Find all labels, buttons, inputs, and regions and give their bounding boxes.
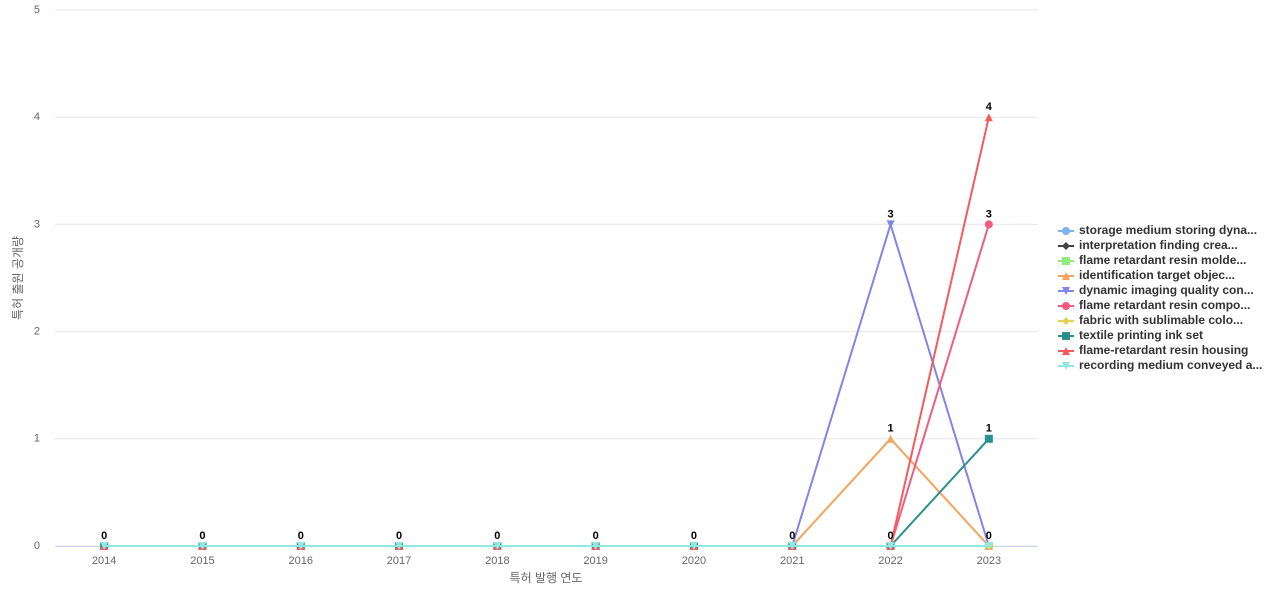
- data-label: 4: [986, 101, 993, 113]
- marker: [591, 542, 600, 550]
- x-tick-label: 2019: [583, 555, 607, 567]
- legend-label: textile printing ink set: [1079, 328, 1203, 342]
- data-label: 0: [887, 530, 893, 542]
- marker: [788, 542, 797, 550]
- y-tick-label: 1: [34, 433, 40, 445]
- legend-label: storage medium storing dyna...: [1079, 223, 1257, 237]
- marker: [1062, 302, 1070, 310]
- y-tick-label: 3: [34, 218, 40, 230]
- data-label: 0: [101, 530, 107, 542]
- x-axis-label: 특허 발행 연도: [510, 570, 583, 585]
- marker: [984, 542, 993, 550]
- y-tick-label: 4: [34, 111, 40, 123]
- marker: [984, 113, 993, 122]
- x-tick-label: 2016: [289, 555, 313, 567]
- marker: [1062, 242, 1070, 250]
- marker: [1062, 287, 1070, 295]
- marker: [1062, 362, 1070, 370]
- marker: [493, 542, 502, 550]
- legend-label: identification target objec...: [1079, 268, 1235, 282]
- marker: [395, 542, 404, 550]
- y-axis-label: 특허 출원 공개량: [11, 236, 25, 320]
- x-tick-label: 2018: [485, 555, 509, 567]
- x-tick-label: 2021: [780, 555, 804, 567]
- data-label: 0: [691, 530, 697, 542]
- marker: [984, 434, 993, 443]
- data-label: 3: [887, 208, 893, 220]
- data-label: 1: [986, 423, 992, 435]
- series-line: [104, 438, 990, 547]
- x-tick-label: 2020: [682, 555, 706, 567]
- data-label: 0: [396, 530, 402, 542]
- data-label: 3: [986, 208, 992, 220]
- marker: [100, 542, 109, 550]
- legend-label: flame retardant resin molde...: [1079, 253, 1246, 267]
- marker: [296, 542, 305, 550]
- legend-label: dynamic imaging quality con...: [1079, 283, 1254, 297]
- legend-label: flame-retardant resin housing: [1079, 343, 1248, 357]
- marker: [886, 434, 895, 443]
- marker: [886, 220, 895, 229]
- series-line: [104, 437, 990, 547]
- legend-label: interpretation finding crea...: [1079, 238, 1238, 252]
- data-label: 0: [986, 530, 992, 542]
- marker: [1062, 332, 1070, 340]
- marker: [886, 542, 895, 550]
- marker: [1062, 347, 1070, 355]
- legend-label: flame retardant resin compo...: [1079, 298, 1250, 312]
- data-label: 0: [199, 530, 205, 542]
- marker: [984, 220, 993, 229]
- marker: [689, 542, 698, 550]
- x-tick-label: 2015: [190, 555, 214, 567]
- y-tick-label: 2: [34, 326, 40, 338]
- marker: [198, 542, 207, 550]
- y-tick-label: 0: [34, 540, 40, 552]
- series-line: [104, 224, 990, 547]
- marker: [1062, 272, 1070, 280]
- x-tick-label: 2017: [387, 555, 411, 567]
- legend-label: recording medium conveyed a...: [1079, 358, 1262, 372]
- data-label: 1: [887, 423, 893, 435]
- marker: [1062, 257, 1070, 265]
- x-tick-label: 2014: [92, 555, 116, 567]
- data-label: 0: [494, 530, 500, 542]
- x-tick-label: 2022: [878, 555, 902, 567]
- data-label: 0: [593, 530, 599, 542]
- data-label: 0: [789, 530, 795, 542]
- data-label: 0: [298, 530, 304, 542]
- marker: [1062, 227, 1070, 235]
- marker: [1062, 317, 1070, 325]
- x-tick-label: 2023: [977, 555, 1001, 567]
- series-line: [104, 220, 990, 547]
- y-tick-label: 5: [34, 4, 40, 16]
- legend-label: fabric with sublimable colo...: [1079, 313, 1243, 327]
